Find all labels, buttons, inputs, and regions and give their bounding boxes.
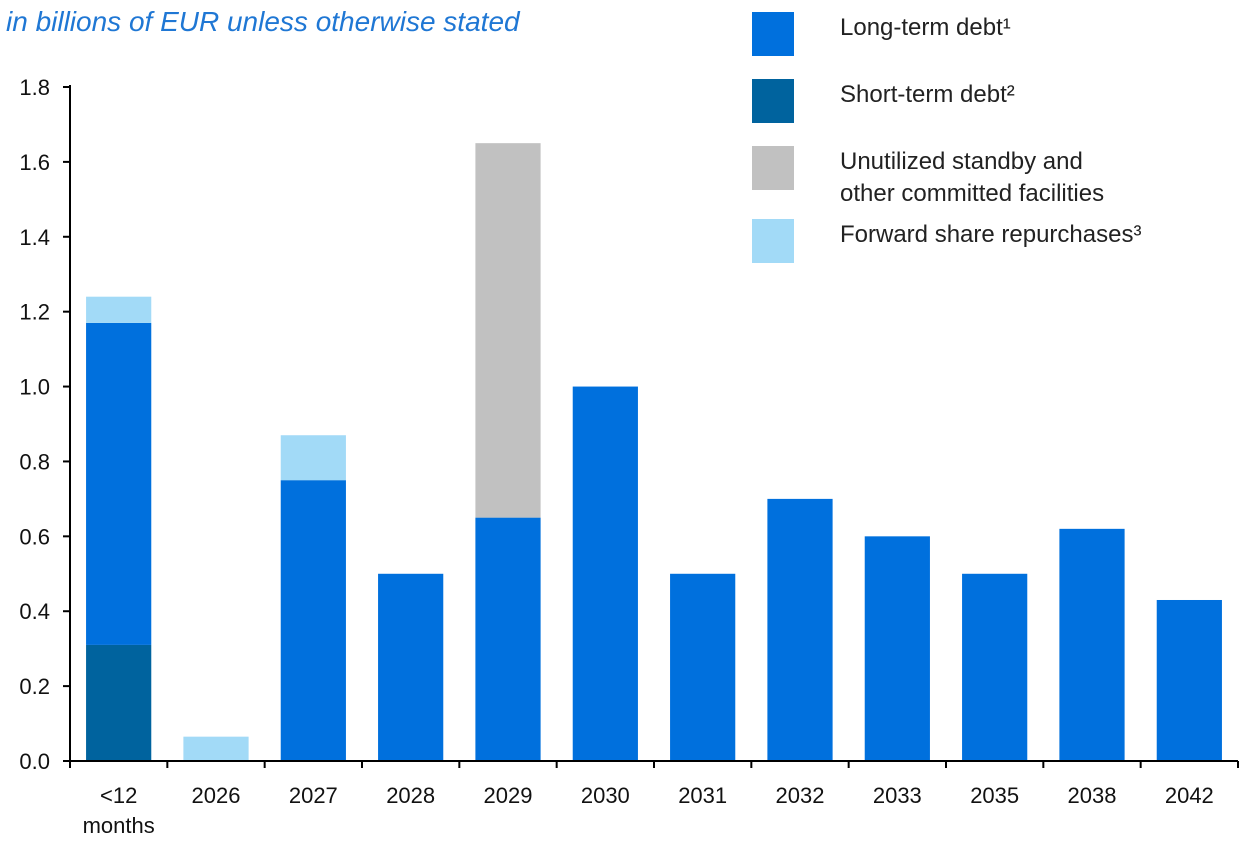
y-tick-label: 1.4 xyxy=(19,225,50,250)
bar-segment-2-3 xyxy=(280,435,346,481)
x-tick-label: 2032 xyxy=(776,783,825,808)
x-tick-label: 2029 xyxy=(484,783,533,808)
x-tick-label: 2031 xyxy=(678,783,727,808)
x-tick-label-line: 2028 xyxy=(386,783,435,808)
y-tick-label: 0.4 xyxy=(19,599,50,624)
x-tick-label-line: 2030 xyxy=(581,783,630,808)
x-tick-label-line: 2042 xyxy=(1165,783,1214,808)
y-tick-label: 0.6 xyxy=(19,524,50,549)
bar-segment-7-1 xyxy=(767,498,833,761)
y-tick-label: 1.2 xyxy=(19,300,50,325)
legend-item-forward-share-repurchases: Forward share repurchases³ xyxy=(752,219,1141,263)
x-tick-label-line: 2026 xyxy=(192,783,241,808)
bar-segment-4-1 xyxy=(475,517,541,761)
y-tick-label: 0.2 xyxy=(19,674,50,699)
x-tick-label: 2038 xyxy=(1068,783,1117,808)
x-tick-label: 2042 xyxy=(1165,783,1214,808)
bar-segment-6-1 xyxy=(670,573,736,761)
x-tick-label-line: 2031 xyxy=(678,783,727,808)
bar-segment-0-3 xyxy=(86,296,152,323)
legend-item-short-term-debt: Short-term debt² xyxy=(752,79,1015,123)
x-tick-label: 2028 xyxy=(386,783,435,808)
x-tick-label-line: 2035 xyxy=(970,783,1019,808)
legend-item-long-term-debt: Long-term debt¹ xyxy=(752,12,1011,56)
legend-swatch xyxy=(752,12,794,56)
x-tick-label: 2030 xyxy=(581,783,630,808)
legend-label: Unutilized standby and other committed f… xyxy=(840,148,1105,207)
x-tick-label-line: 2029 xyxy=(484,783,533,808)
y-tick-label: 1.0 xyxy=(19,375,50,400)
bar-segment-11-1 xyxy=(1156,599,1222,761)
legend-swatch xyxy=(752,79,794,123)
bar-segment-0-0 xyxy=(86,644,152,761)
y-tick-label: 0.0 xyxy=(19,749,50,774)
legend-swatch xyxy=(752,146,794,190)
x-tick-label-line: 2032 xyxy=(776,783,825,808)
bar-segment-4-2 xyxy=(475,143,541,518)
x-tick-label: <12 months xyxy=(83,783,155,838)
x-tick-label-line: 2033 xyxy=(873,783,922,808)
y-tick-label: 1.8 xyxy=(19,75,50,100)
chart-subtitle: in billions of EUR unless otherwise stat… xyxy=(6,6,520,37)
y-tick-label: 0.8 xyxy=(19,449,50,474)
legend-swatch xyxy=(752,219,794,263)
x-tick-label: 2033 xyxy=(873,783,922,808)
x-tick-label-line: 2038 xyxy=(1068,783,1117,808)
bar-segment-0-1 xyxy=(86,322,152,645)
bar-segment-9-1 xyxy=(962,573,1028,761)
legend-item-unutilized-facilities: Unutilized standby and other committed f… xyxy=(752,146,1104,210)
bar-segment-2-1 xyxy=(280,480,346,761)
x-tick-label: 2026 xyxy=(192,783,241,808)
bar-segment-1-3 xyxy=(183,736,249,761)
legend-label: Forward share repurchases³ xyxy=(840,221,1142,248)
y-tick-label: 1.6 xyxy=(19,150,50,175)
legend-label: Short-term debt² xyxy=(840,81,1015,108)
bar-segment-10-1 xyxy=(1059,528,1125,761)
bar-segment-3-1 xyxy=(378,573,444,761)
bar-segment-8-1 xyxy=(864,536,930,761)
x-tick-label-line: 2027 xyxy=(289,783,338,808)
x-tick-label: 2027 xyxy=(289,783,338,808)
bar-segment-5-1 xyxy=(572,386,638,761)
x-tick-label-line: months xyxy=(83,813,155,838)
x-tick-label: 2035 xyxy=(970,783,1019,808)
x-tick-label-line: <12 xyxy=(100,783,137,808)
legend-label: Long-term debt¹ xyxy=(840,14,1011,41)
